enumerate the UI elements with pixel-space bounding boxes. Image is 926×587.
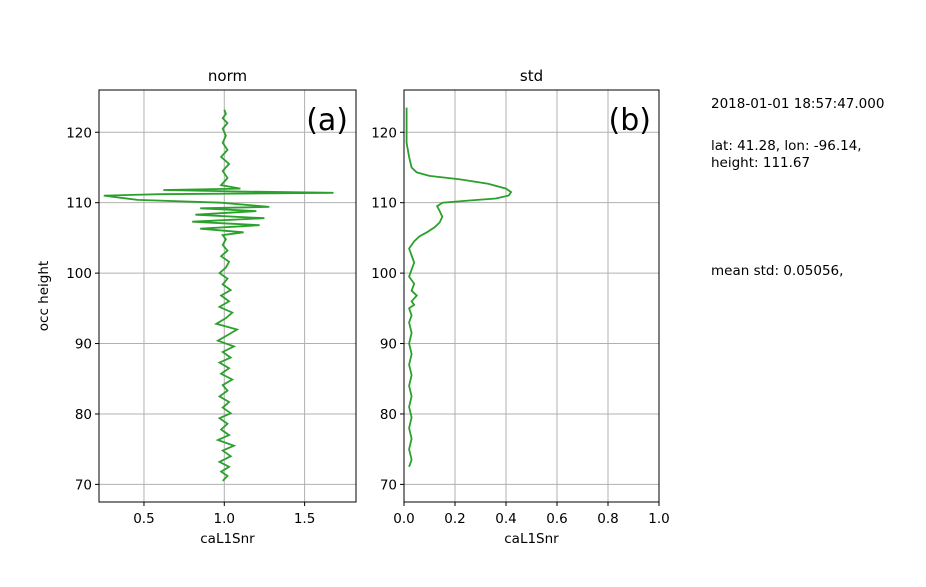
x-tick-label: 0.0 [393, 511, 414, 527]
panel-a-xlabel: caL1Snr [200, 531, 255, 547]
x-tick-label: 1.0 [648, 511, 669, 527]
panel-a-series-line [103, 109, 334, 482]
x-tick-label: 1.5 [294, 511, 315, 527]
panel-a-frame [98, 89, 357, 503]
y-tick-label: 120 [371, 125, 397, 141]
panel-a-title: norm [208, 67, 247, 85]
location-line-2: height: 111.67 [711, 155, 811, 171]
y-tick-label: 100 [371, 266, 397, 282]
x-tick-label: 1.0 [214, 511, 235, 527]
x-tick-label: 0.5 [133, 511, 154, 527]
y-tick-label: 90 [75, 337, 92, 353]
panel-a-ticks: 0.5 1.0 1.5 70 80 90 100 110 120 [66, 125, 315, 527]
panel-a-label: (a) [306, 103, 348, 138]
panel-b-xlabel: caL1Snr [504, 531, 559, 547]
y-tick-label: 100 [66, 266, 92, 282]
location-line-1: lat: 41.28, lon: -96.14, [711, 138, 862, 154]
y-tick-label: 80 [380, 407, 397, 423]
timestamp-text: 2018-01-01 18:57:47.000 [711, 96, 885, 112]
panel-b-series-line [405, 107, 513, 468]
panel-a-ylabel: occ height [36, 261, 52, 331]
panel-b-grid [403, 90, 660, 502]
y-tick-label: 110 [66, 196, 92, 212]
y-tick-label: 80 [75, 407, 92, 423]
panel-b-std: 0.0 0.2 0.4 0.6 0.8 1.0 70 80 90 100 110 120 std (b… [371, 67, 670, 547]
x-tick-label: 0.2 [444, 511, 465, 527]
panel-b-label: (b) [609, 103, 651, 138]
panel-a-grid [99, 90, 356, 502]
panel-b-frame [403, 89, 660, 503]
x-tick-label: 0.4 [495, 511, 516, 527]
y-tick-label: 90 [380, 337, 397, 353]
y-tick-label: 70 [380, 477, 397, 493]
y-tick-label: 120 [66, 125, 92, 141]
panel-a-norm: 0.5 1.0 1.5 70 80 90 100 110 120 norm (a) caL1Sn… [36, 67, 357, 547]
x-tick-label: 0.8 [597, 511, 618, 527]
panel-b-ticks: 0.0 0.2 0.4 0.6 0.8 1.0 70 80 90 100 110 120 [371, 125, 670, 527]
mean-std-text: mean std: 0.05056, [711, 263, 844, 279]
x-tick-label: 0.6 [546, 511, 567, 527]
panel-b-title: std [520, 67, 543, 85]
y-tick-label: 70 [75, 477, 92, 493]
y-tick-label: 110 [371, 196, 397, 212]
